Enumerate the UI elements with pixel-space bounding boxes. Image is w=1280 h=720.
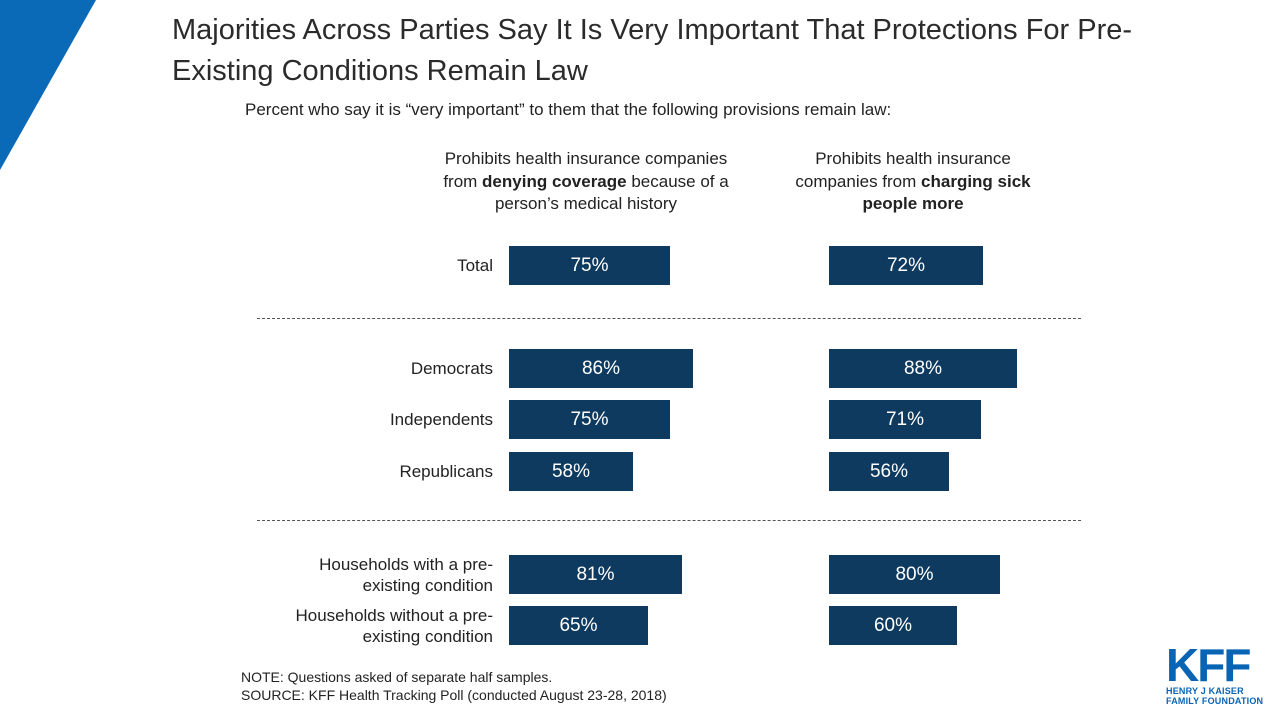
chart-title: Majorities Across Parties Say It Is Very… <box>172 14 1133 87</box>
bar-denying-coverage-5: 65% <box>509 606 648 645</box>
row-label-independents: Independents <box>389 410 493 429</box>
column-header-bold: denying coverage <box>482 171 627 191</box>
column-header-denying-coverage: Prohibits health insurance companies fro… <box>426 148 746 216</box>
row-label-total: Total <box>457 256 493 275</box>
bar-charging-sick-3: 56% <box>829 452 949 491</box>
note-text: NOTE: Questions asked of separate half s… <box>241 669 553 685</box>
column-header-text: because of a person’s medical history <box>494 171 729 214</box>
bar-value-label: 75% <box>570 254 609 276</box>
bar-denying-coverage-1: 86% <box>509 349 693 388</box>
column-header-bold: charging sick people more <box>862 171 1031 214</box>
bar-value-label: 88% <box>903 357 943 379</box>
chart-subtitle: Percent who say it is “very important” t… <box>245 100 892 119</box>
kff-logo: KFF HENRY J KAISER FAMILY FOUNDATION <box>1166 639 1264 706</box>
bar-value-label: 72% <box>886 254 926 276</box>
column-header-text: Prohibits health insurance companies fro… <box>443 149 728 191</box>
logo-line-1: HENRY J KAISER <box>1166 686 1244 696</box>
bar-charging-sick-0: 72% <box>829 246 983 285</box>
bar-value-label: 75% <box>570 408 609 430</box>
bar-charging-sick-1: 88% <box>829 349 1017 388</box>
bar-denying-coverage-0: 75% <box>509 246 670 285</box>
corner-accent <box>0 0 96 170</box>
bar-charging-sick-2: 71% <box>829 400 981 439</box>
logo-line-2: FAMILY FOUNDATION <box>1166 696 1264 706</box>
bar-value-label: 58% <box>551 460 591 482</box>
bar-value-label: 80% <box>895 563 934 585</box>
bar-denying-coverage-4: 81% <box>509 555 682 594</box>
bar-value-label: 56% <box>869 460 909 482</box>
bar-value-label: 81% <box>576 563 615 585</box>
column-header-charging-sick: Prohibits health insurance companies fro… <box>776 148 1050 216</box>
bar-charging-sick-5: 60% <box>829 606 957 645</box>
column-header-text: Prohibits health insurance companies fro… <box>795 149 1011 191</box>
bar-value-label: 60% <box>873 614 913 636</box>
bar-denying-coverage-2: 75% <box>509 400 670 439</box>
group-divider <box>257 520 1081 521</box>
bar-value-label: 71% <box>885 408 925 430</box>
row-label-with-condition: Households with a pre-existing condition <box>319 555 493 595</box>
row-label-republicans: Republicans <box>399 462 493 481</box>
logo-wordmark: KFF <box>1166 639 1251 691</box>
bar-value-label: 86% <box>581 357 621 379</box>
bar-denying-coverage-3: 58% <box>509 452 633 491</box>
row-label-democrats: Democrats <box>410 359 493 378</box>
bar-value-label: 65% <box>559 614 598 636</box>
source-text: SOURCE: KFF Health Tracking Poll (conduc… <box>241 687 667 703</box>
group-divider <box>257 318 1081 319</box>
bar-charging-sick-4: 80% <box>829 555 1000 594</box>
row-label-without-condition: Households without a pre-existing condit… <box>295 606 493 646</box>
